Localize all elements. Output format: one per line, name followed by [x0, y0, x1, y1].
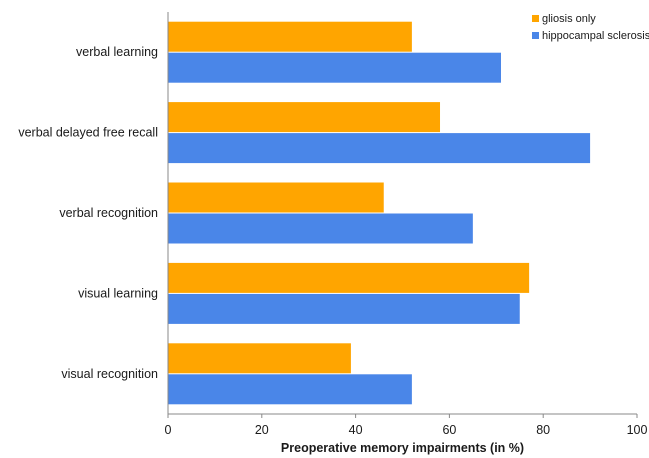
- x-tick-label: 20: [255, 423, 269, 437]
- bar-hippocampal-sclerosis-5: [168, 374, 412, 405]
- legend-swatch: [532, 15, 539, 22]
- bar-hippocampal-sclerosis-2: [168, 133, 591, 164]
- category-label: visual learning: [78, 286, 158, 300]
- legend-swatch: [532, 32, 539, 39]
- x-tick-label: 80: [536, 423, 550, 437]
- bar-gliosis-only-4: [168, 262, 530, 293]
- bar-gliosis-only-3: [168, 182, 384, 213]
- bar-hippocampal-sclerosis-4: [168, 293, 520, 324]
- x-axis-title: Preoperative memory impairments (in %): [281, 441, 524, 455]
- bar-hippocampal-sclerosis-1: [168, 52, 501, 83]
- bar-gliosis-only-1: [168, 21, 412, 52]
- x-tick-label: 60: [442, 423, 456, 437]
- category-label: verbal recognition: [59, 206, 158, 220]
- legend-label: hippocampal sclerosis: [542, 30, 649, 42]
- category-label: visual recognition: [61, 367, 158, 381]
- x-tick-label: 100: [627, 423, 648, 437]
- bar-gliosis-only-5: [168, 343, 351, 374]
- bar-hippocampal-sclerosis-3: [168, 213, 473, 244]
- bars: [168, 21, 591, 405]
- legend: gliosis only hippocampal sclerosis: [532, 13, 649, 42]
- x-ticks: 0 20 40 60 80 100: [165, 414, 648, 437]
- category-label: verbal delayed free recall: [18, 126, 158, 140]
- legend-label: gliosis only: [542, 13, 596, 25]
- category-labels: verbal learning verbal delayed free recal…: [18, 45, 158, 381]
- category-label: verbal learning: [76, 45, 158, 59]
- bar-gliosis-only-2: [168, 102, 441, 133]
- x-tick-label: 40: [349, 423, 363, 437]
- x-tick-label: 0: [165, 423, 172, 437]
